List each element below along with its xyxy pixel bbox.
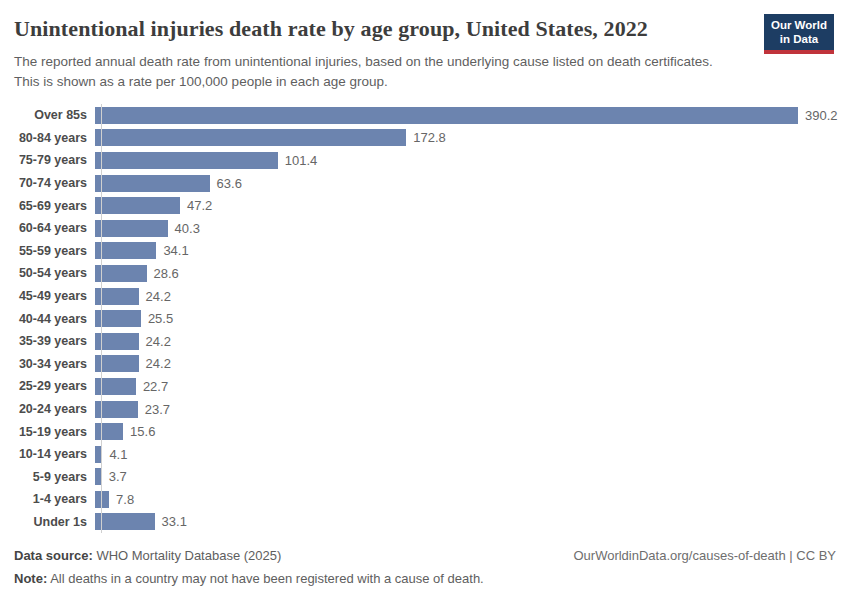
category-label: 35-39 years bbox=[14, 334, 94, 348]
category-label: 65-69 years bbox=[14, 199, 94, 213]
chart-header: Unintentional injuries death rate by age… bbox=[14, 0, 836, 91]
bar-row[interactable]: 20-24 years 23.7 bbox=[14, 398, 836, 421]
bar-row[interactable]: 40-44 years 25.5 bbox=[14, 307, 836, 330]
bar-row[interactable]: 70-74 years 63.6 bbox=[14, 172, 836, 195]
bar[interactable] bbox=[95, 152, 278, 169]
bar-row[interactable]: 55-59 years 34.1 bbox=[14, 240, 836, 263]
value-label: 28.6 bbox=[154, 266, 179, 281]
bar-row[interactable]: 5-9 years 3.7 bbox=[14, 466, 836, 489]
bar[interactable] bbox=[95, 175, 210, 192]
value-label: 63.6 bbox=[217, 176, 242, 191]
value-label: 34.1 bbox=[163, 243, 188, 258]
bar-row[interactable]: Over 85s 390.2 bbox=[14, 104, 836, 127]
header-text: Unintentional injuries death rate by age… bbox=[14, 0, 726, 91]
category-label: 15-19 years bbox=[14, 425, 94, 439]
value-label: 22.7 bbox=[143, 379, 168, 394]
value-label: 390.2 bbox=[805, 108, 838, 123]
owid-logo-line1: Our World bbox=[771, 19, 827, 33]
bar[interactable] bbox=[95, 197, 180, 214]
value-label: 24.2 bbox=[146, 289, 171, 304]
category-label: 75-79 years bbox=[14, 153, 94, 167]
category-label: 20-24 years bbox=[14, 402, 94, 416]
owid-logo[interactable]: Our World in Data bbox=[764, 14, 834, 54]
category-label: 25-29 years bbox=[14, 379, 94, 393]
bar[interactable] bbox=[95, 265, 147, 282]
category-label: 80-84 years bbox=[14, 131, 94, 145]
category-label: 60-64 years bbox=[14, 221, 94, 235]
category-label: 10-14 years bbox=[14, 447, 94, 461]
value-label: 7.8 bbox=[116, 492, 134, 507]
chart-footer: Data source: WHO Mortality Database (202… bbox=[14, 548, 836, 586]
page-title: Unintentional injuries death rate by age… bbox=[14, 15, 726, 43]
category-label: 1-4 years bbox=[14, 492, 94, 506]
y-axis-line bbox=[101, 104, 102, 533]
category-label: Over 85s bbox=[14, 108, 94, 122]
value-label: 172.8 bbox=[413, 130, 446, 145]
bar-row[interactable]: 30-34 years 24.2 bbox=[14, 353, 836, 376]
value-label: 24.2 bbox=[146, 334, 171, 349]
chart-page: Unintentional injuries death rate by age… bbox=[0, 0, 850, 600]
value-label: 4.1 bbox=[109, 447, 127, 462]
bar[interactable] bbox=[95, 129, 406, 146]
bar-row[interactable]: 10-14 years 4.1 bbox=[14, 443, 836, 466]
bar-row[interactable]: 25-29 years 22.7 bbox=[14, 375, 836, 398]
bar[interactable] bbox=[95, 491, 109, 508]
category-label: 70-74 years bbox=[14, 176, 94, 190]
note-line: Note: All deaths in a country may not ha… bbox=[14, 571, 836, 586]
bar[interactable] bbox=[95, 423, 123, 440]
value-label: 15.6 bbox=[130, 424, 155, 439]
bar[interactable] bbox=[95, 242, 156, 259]
bar-row[interactable]: 45-49 years 24.2 bbox=[14, 285, 836, 308]
value-label: 101.4 bbox=[285, 153, 318, 168]
data-source-text: WHO Mortality Database (2025) bbox=[96, 548, 281, 563]
category-label: 40-44 years bbox=[14, 312, 94, 326]
category-label: 30-34 years bbox=[14, 357, 94, 371]
bar-row[interactable]: 1-4 years 7.8 bbox=[14, 488, 836, 511]
value-label: 23.7 bbox=[145, 402, 170, 417]
bar-row[interactable]: 65-69 years 47.2 bbox=[14, 194, 836, 217]
owid-logo-line2: in Data bbox=[771, 33, 827, 47]
category-label: 50-54 years bbox=[14, 266, 94, 280]
value-label: 47.2 bbox=[187, 198, 212, 213]
value-label: 3.7 bbox=[109, 469, 127, 484]
value-label: 24.2 bbox=[146, 356, 171, 371]
bar[interactable] bbox=[95, 107, 798, 124]
owid-url-link[interactable]: OurWorldinData.org/causes-of-death | CC … bbox=[573, 548, 836, 563]
bar-row[interactable]: 80-84 years 172.8 bbox=[14, 127, 836, 150]
value-label: 33.1 bbox=[162, 514, 187, 529]
bar-row[interactable]: 75-79 years 101.4 bbox=[14, 149, 836, 172]
bar-row[interactable]: 60-64 years 40.3 bbox=[14, 217, 836, 240]
bar[interactable] bbox=[95, 220, 168, 237]
data-source-label: Data source: bbox=[14, 548, 93, 563]
bar-row[interactable]: 50-54 years 28.6 bbox=[14, 262, 836, 285]
data-source-line: Data source: WHO Mortality Database (202… bbox=[14, 548, 281, 563]
bar[interactable] bbox=[95, 513, 155, 530]
note-label: Note: bbox=[14, 571, 47, 586]
value-label: 40.3 bbox=[175, 221, 200, 236]
category-label: Under 1s bbox=[14, 515, 94, 529]
bar-chart: Over 85s 390.2 80-84 years 172.8 75-79 years… bbox=[14, 104, 836, 533]
chart-subtitle: The reported annual death rate from unin… bbox=[14, 52, 726, 91]
bar-row[interactable]: 35-39 years 24.2 bbox=[14, 330, 836, 353]
bar-rows: Over 85s 390.2 80-84 years 172.8 75-79 years… bbox=[14, 104, 836, 533]
bar-row[interactable]: Under 1s 33.1 bbox=[14, 511, 836, 534]
category-label: 55-59 years bbox=[14, 244, 94, 258]
note-text: All deaths in a country may not have bee… bbox=[50, 571, 484, 586]
bar-row[interactable]: 15-19 years 15.6 bbox=[14, 420, 836, 443]
category-label: 5-9 years bbox=[14, 470, 94, 484]
value-label: 25.5 bbox=[148, 311, 173, 326]
category-label: 45-49 years bbox=[14, 289, 94, 303]
